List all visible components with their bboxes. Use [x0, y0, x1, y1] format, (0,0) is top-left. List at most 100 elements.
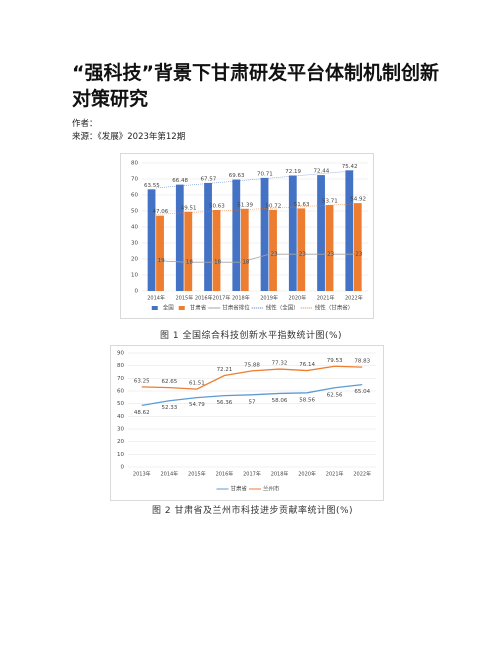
x-tick-label: 2022年: [345, 295, 363, 302]
data-label: 76.14: [299, 362, 315, 368]
legend-label: 兰州市: [263, 485, 280, 493]
legend-label: 线性（全国）: [266, 304, 299, 312]
legend-label: 甘肃省: [231, 485, 248, 493]
x-tick-label: 2016年2017年: [195, 295, 230, 302]
y-tick-label: 80: [131, 161, 138, 167]
bar: [232, 179, 241, 291]
data-label: 54.92: [350, 197, 366, 203]
data-label: 72.19: [285, 169, 301, 175]
data-label: 69.63: [229, 173, 245, 179]
data-label: 23: [271, 252, 278, 258]
x-tick-label: 2019年: [260, 295, 278, 302]
y-tick-label: 50: [131, 209, 138, 215]
data-label: 75.42: [342, 164, 358, 170]
data-label: 51.63: [294, 202, 310, 208]
legend-label: 全国: [163, 304, 175, 312]
y-tick-label: 20: [117, 439, 124, 445]
data-label: 18: [186, 260, 193, 266]
line: [156, 253, 354, 263]
data-label: 53.71: [322, 199, 338, 205]
y-tick-label: 20: [131, 257, 138, 263]
y-tick-label: 30: [131, 241, 138, 247]
legend-label: 线性（甘肃省）: [315, 304, 354, 312]
legend-swatch: [178, 306, 185, 310]
x-tick-label: 2014年: [160, 471, 178, 478]
data-label: 18: [214, 260, 221, 266]
data-label: 65.04: [354, 389, 370, 395]
x-tick-label: 2022年: [353, 471, 371, 478]
y-tick-label: 30: [117, 427, 124, 433]
chart: 0 10 20 30 40 50 60 70 80 90 2013年 2014年 2015年 2016年 2…: [110, 345, 384, 501]
bar: [353, 203, 362, 291]
y-tick-label: 40: [131, 225, 138, 231]
data-label: 75.88: [244, 362, 260, 368]
data-label: 72.21: [217, 367, 233, 373]
data-label: 56.36: [217, 400, 233, 406]
y-tick-label: 0: [121, 465, 125, 471]
data-label: 48.62: [134, 410, 150, 416]
data-label: 78.83: [354, 359, 370, 365]
data-label: 62.65: [161, 379, 177, 385]
y-tick-label: 40: [117, 414, 124, 420]
x-tick-label: 2021年: [326, 471, 344, 478]
y-tick-label: 50: [117, 401, 124, 407]
x-tick-label: 2017年: [243, 471, 261, 478]
data-label: 77.32: [272, 361, 288, 367]
y-tick-label: 70: [117, 376, 124, 382]
x-tick-label: 2016年: [216, 471, 234, 478]
y-tick-label: 10: [117, 452, 124, 458]
line: [141, 365, 363, 390]
y-tick-label: 60: [117, 389, 124, 395]
data-label: 66.48: [172, 178, 188, 184]
data-label: 23: [327, 252, 334, 258]
bar: [269, 209, 277, 291]
data-label: 47.06: [152, 209, 168, 215]
x-tick-label: 2014年: [147, 295, 165, 302]
bar: [317, 175, 325, 291]
y-tick-label: 60: [131, 193, 138, 199]
y-tick-label: 80: [117, 363, 124, 369]
data-label: 50.72: [265, 203, 281, 209]
bar: [288, 175, 297, 291]
legend-swatch: [151, 306, 158, 310]
bar: [204, 182, 212, 291]
caption: 图 1 全国综合科技创新水平指数统计图(%): [160, 331, 343, 341]
data-label: 63.25: [134, 378, 150, 384]
x-tick-label: 2018年: [271, 471, 289, 478]
data-label: 79.53: [327, 358, 343, 364]
x-tick-label: 2015年: [188, 471, 206, 478]
bar: [212, 209, 221, 291]
data-label: 58.06: [272, 398, 288, 404]
caption: 图 2 甘肃省及兰州市科技进步贡献率统计图(%): [152, 506, 354, 516]
data-label: 63.55: [144, 183, 160, 189]
data-label: 50.63: [209, 203, 225, 209]
source: 来源：《发展》2023年第12期: [72, 132, 186, 142]
data-label: 61.51: [189, 381, 205, 387]
x-tick-label: 2021年: [317, 295, 335, 302]
data-label: 52.33: [161, 405, 177, 411]
x-tick-label: 2018年: [232, 295, 250, 302]
data-label: 19: [158, 258, 165, 264]
bar: [297, 208, 306, 291]
data-label: 51.39: [237, 202, 253, 208]
data-label: 70.71: [257, 171, 273, 177]
x-tick-label: 2020年: [298, 471, 316, 478]
bar: [175, 184, 184, 291]
x-tick-label: 2020年: [289, 295, 307, 302]
data-label: 49.51: [181, 205, 197, 211]
data-label: 58.56: [299, 397, 315, 403]
data-label: 72.44: [314, 169, 330, 175]
x-tick-label: 2015年: [176, 295, 194, 302]
y-tick-label: 70: [131, 177, 138, 183]
y-tick-label: 90: [117, 351, 124, 357]
author: 作者：: [72, 119, 98, 129]
bar: [325, 205, 334, 291]
bar: [260, 177, 269, 291]
data-label: 57: [249, 399, 256, 405]
data-label: 18: [242, 260, 249, 266]
data-label: 23: [355, 252, 362, 258]
y-tick-label: 0: [135, 289, 139, 295]
bar: [156, 215, 164, 291]
